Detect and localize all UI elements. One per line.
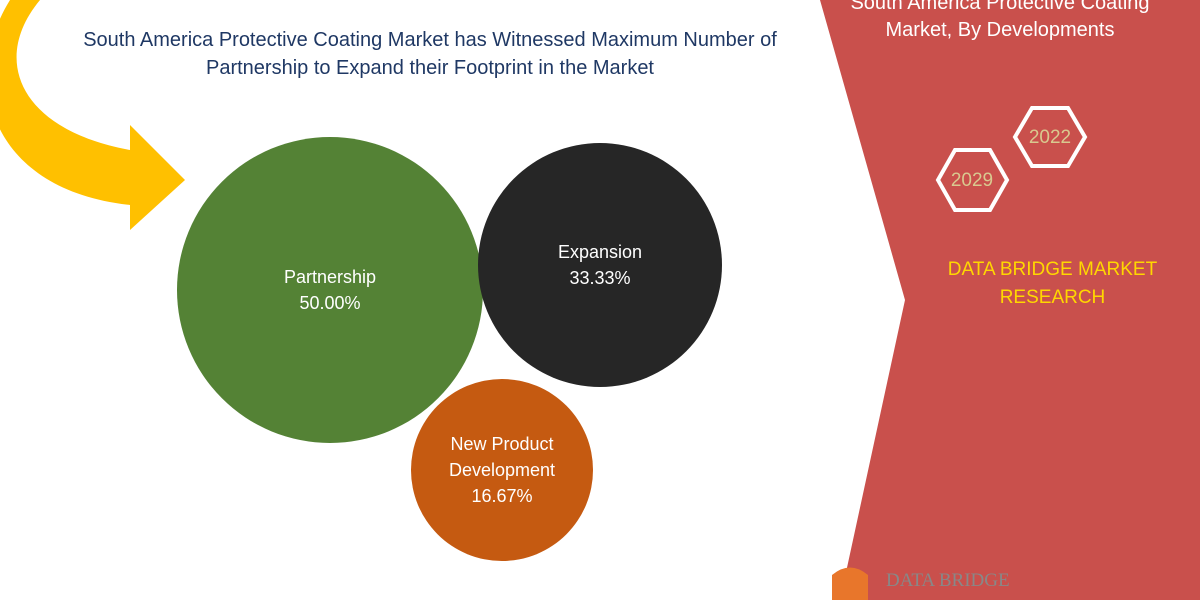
hexagon	[1012, 106, 1088, 168]
bubble-label: New Product Development 16.67%	[432, 431, 572, 509]
category-label: Partnership	[283, 267, 377, 287]
bubble-label: Expansion 33.33%	[530, 239, 670, 291]
panel-title: South America Protective Coating Market,…	[850, 0, 1150, 41]
bubble-label: Partnership 50.00%	[260, 264, 400, 316]
logo-text: DATA BRIDGE	[886, 570, 1010, 591]
arrow	[0, 0, 185, 230]
bubble	[478, 143, 722, 387]
chart-title: South America Protective Coating Market …	[83, 29, 777, 79]
category-label: Expansion	[557, 242, 643, 262]
logo-icon	[832, 567, 868, 600]
brand: DATA BRIDGE MARKET RESEARCH	[947, 259, 1158, 308]
bubble	[177, 137, 483, 443]
bubble	[410, 378, 594, 562]
side-panel	[820, 0, 1200, 600]
value-label: 50.00%	[299, 293, 361, 313]
year: 2029	[951, 170, 993, 191]
value-label: 16.67%	[471, 486, 533, 506]
value-label: 33.33%	[569, 268, 631, 288]
category-label: New Product Development	[448, 434, 556, 480]
year: 2022	[1029, 127, 1071, 148]
hexagon	[935, 148, 1010, 212]
